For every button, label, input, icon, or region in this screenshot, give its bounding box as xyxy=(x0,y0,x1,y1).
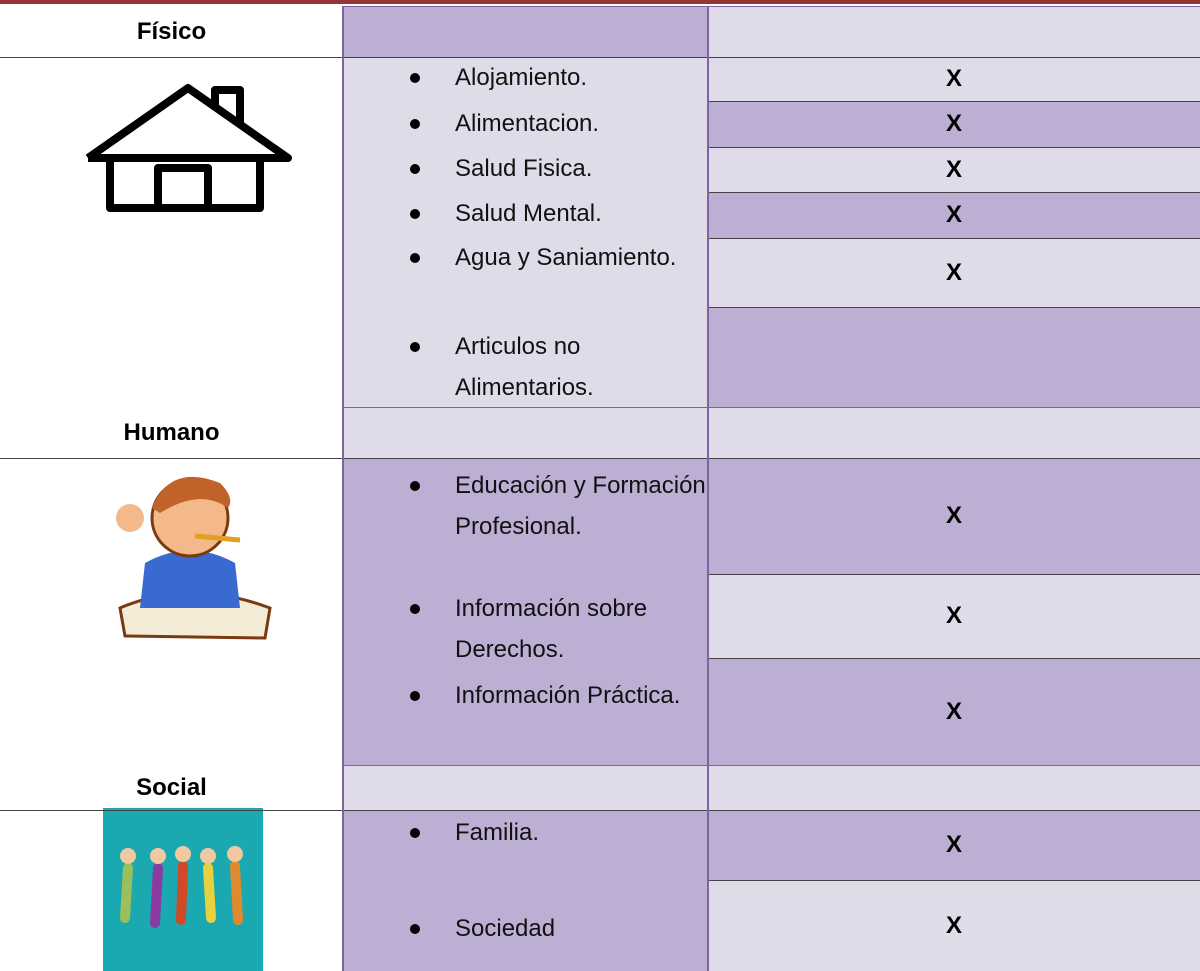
mark-cell: X xyxy=(708,658,1200,765)
row-line xyxy=(708,574,1200,575)
header-cell xyxy=(343,6,708,57)
col-line xyxy=(342,6,344,971)
row-line xyxy=(708,101,1200,102)
items-cell xyxy=(343,810,708,971)
items-cell xyxy=(343,57,708,407)
top-rule xyxy=(0,0,1200,4)
mark-cell: X xyxy=(708,101,1200,147)
mark-cell: X xyxy=(708,880,1200,971)
bullet xyxy=(410,119,420,129)
row-line xyxy=(0,57,1200,58)
mark-cell: X xyxy=(708,57,1200,101)
header-cell xyxy=(343,765,708,810)
group-icon xyxy=(103,808,263,971)
bullet xyxy=(410,253,420,263)
list-item: Sociedad xyxy=(455,915,556,942)
bullet xyxy=(410,209,420,219)
student-icon xyxy=(116,476,272,640)
section-title: Físico xyxy=(136,17,207,45)
bullet xyxy=(410,481,420,491)
mark-cell: X xyxy=(708,458,1200,574)
bullet xyxy=(410,164,420,174)
section-title: Social xyxy=(136,773,207,801)
mark-cell: X xyxy=(708,574,1200,658)
bullet xyxy=(410,924,420,934)
items-cell xyxy=(343,458,708,765)
row-line xyxy=(708,238,1200,239)
list-item: Salud Mental. xyxy=(455,200,602,227)
header-cell xyxy=(708,407,1200,458)
row-line xyxy=(708,658,1200,659)
bullet xyxy=(410,342,420,352)
bullet xyxy=(410,691,420,701)
house-icon xyxy=(85,84,292,212)
header-cell xyxy=(708,765,1200,810)
bullet xyxy=(410,73,420,83)
list-item: Información sobre Derechos. xyxy=(455,595,648,663)
header-cell xyxy=(343,407,708,458)
row-line xyxy=(0,458,1200,459)
row-line xyxy=(708,307,1200,308)
list-item: Educación y Formación Profesional. xyxy=(455,472,706,540)
row-line xyxy=(708,192,1200,193)
mark-cell: X xyxy=(708,238,1200,307)
row-line xyxy=(343,765,1200,766)
bullet xyxy=(410,604,420,614)
mark-cell: X xyxy=(708,810,1200,880)
col-line xyxy=(707,6,709,971)
row-line xyxy=(0,810,1200,811)
list-item: Salud Fisica. xyxy=(455,155,593,182)
row-line xyxy=(708,147,1200,148)
row-line xyxy=(343,6,1200,7)
mark-cell xyxy=(708,307,1200,407)
bullet xyxy=(410,828,420,838)
list-item: Alojamiento. xyxy=(455,64,588,91)
list-item: Familia. xyxy=(455,819,540,846)
list-item: Información Práctica. xyxy=(455,682,681,709)
list-item: Agua y Saniamiento. xyxy=(455,244,677,271)
mark-cell: X xyxy=(708,147,1200,192)
row-line xyxy=(708,880,1200,881)
list-item: Alimentacion. xyxy=(455,110,600,137)
row-line xyxy=(343,407,1200,408)
section-title: Humano xyxy=(123,418,220,446)
mark-cell: X xyxy=(708,192,1200,238)
header-cell xyxy=(708,6,1200,57)
list-item: Articulos no Alimentarios. xyxy=(455,333,594,401)
